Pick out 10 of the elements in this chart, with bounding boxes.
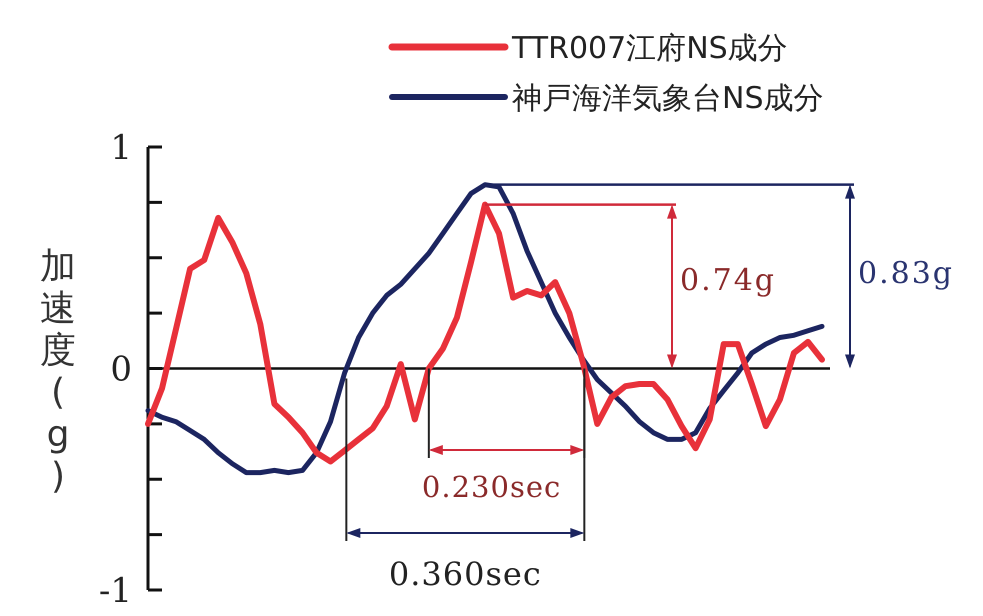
y-tick-label: 0: [110, 350, 132, 390]
ylabel: 加速度(g): [40, 246, 76, 497]
legend-label: TTR007江府NS成分: [511, 31, 788, 66]
y-tick-label: 1: [110, 128, 132, 168]
legend-label: 神戸海洋気象台NS成分: [512, 81, 824, 116]
ref-line-label: 0.83g: [858, 256, 954, 291]
annotation: 0.360sec: [388, 555, 542, 593]
ref-line-label: 0.74g: [680, 263, 776, 298]
y-tick-label: -1: [98, 571, 132, 611]
annotation: 0.230sec: [422, 470, 562, 504]
